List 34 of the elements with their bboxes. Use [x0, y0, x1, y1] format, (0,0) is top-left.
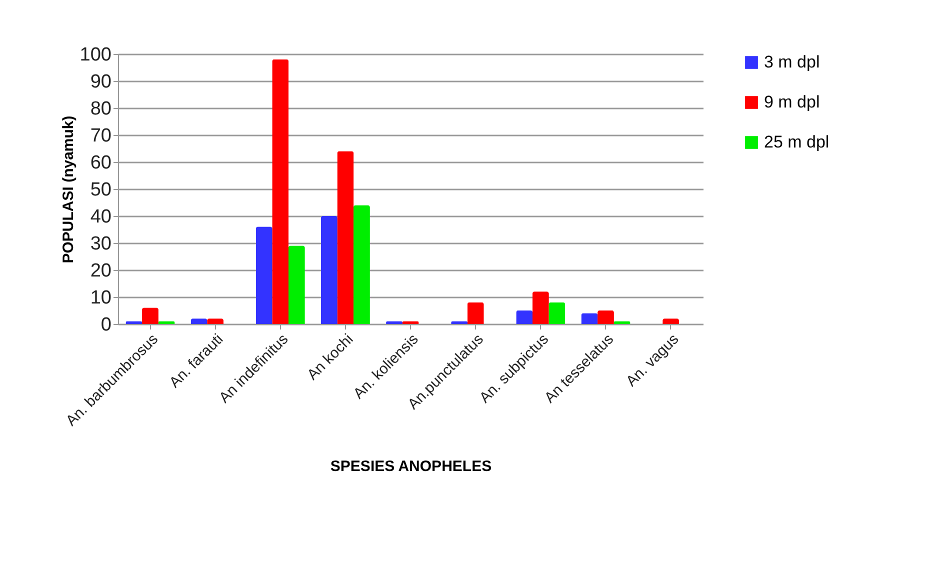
x-axis-title: SPESIES ANOPHELES: [330, 458, 492, 475]
y-tick-label: 70: [90, 126, 112, 146]
y-axis-title: POPULASI (nyamuk): [60, 116, 77, 264]
y-tick-label: 0: [100, 314, 112, 336]
legend-label: 25 m dpl: [764, 132, 830, 152]
bar: [321, 216, 338, 324]
legend-label: 3 m dpl: [764, 52, 820, 72]
bar: [402, 321, 419, 324]
y-tick-label: 50: [90, 180, 112, 200]
bar: [532, 292, 549, 324]
y-tick-label: 10: [90, 288, 112, 308]
bar: [614, 321, 630, 324]
bar: [190, 318, 208, 324]
bar: [516, 310, 533, 324]
y-tick-label: 80: [90, 98, 112, 120]
bar: [337, 151, 354, 324]
bar: [354, 205, 370, 324]
bar: [126, 321, 142, 324]
bar: [256, 226, 272, 324]
bar: [272, 59, 288, 324]
legend-label: 9 m dpl: [764, 92, 820, 112]
y-tick-label: 90: [90, 72, 112, 92]
bar: [142, 308, 158, 324]
bar: [581, 313, 598, 324]
bar: [548, 302, 566, 324]
bar: [598, 310, 614, 324]
y-tick-label: 60: [90, 152, 112, 174]
y-tick-label: 30: [90, 234, 112, 254]
y-tick-label: 20: [90, 260, 112, 282]
y-tick-label: 100: [80, 44, 112, 66]
bar: [158, 321, 175, 324]
bar: [288, 246, 305, 324]
y-tick-label: 40: [90, 206, 112, 228]
bar: [467, 302, 484, 324]
